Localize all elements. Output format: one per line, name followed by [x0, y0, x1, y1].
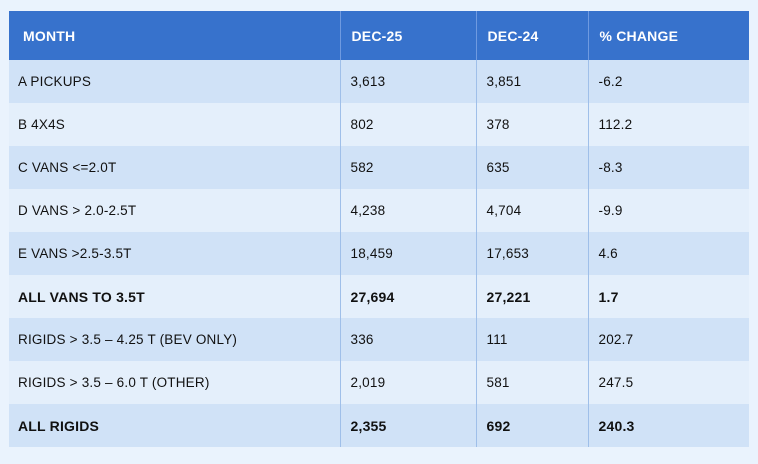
header-dec-24: DEC-24: [475, 11, 588, 60]
cell-percent-change: 202.7: [587, 318, 749, 361]
row-label: D VANS > 2.0-2.5T: [9, 189, 340, 232]
cell-percent-change: 4.6: [587, 232, 749, 275]
cell-dec-25: 2,355: [339, 404, 476, 447]
table-row: B 4X4S 802 378 112.2: [9, 103, 749, 146]
row-label: ALL RIGIDS: [9, 404, 340, 447]
registrations-table: MONTH DEC-25 DEC-24 % CHANGE A PICKUPS 3,…: [9, 11, 749, 447]
header-row: MONTH DEC-25 DEC-24 % CHANGE: [9, 11, 749, 60]
cell-dec-24: 17,653: [475, 232, 588, 275]
cell-percent-change: 1.7: [587, 275, 749, 318]
cell-dec-24: 581: [475, 361, 588, 404]
table-row: E VANS >2.5-3.5T 18,459 17,653 4.6: [9, 232, 749, 275]
row-label: B 4X4S: [9, 103, 340, 146]
cell-percent-change: 247.5: [587, 361, 749, 404]
cell-percent-change: 112.2: [587, 103, 749, 146]
row-label: RIGIDS > 3.5 – 4.25 T (BEV ONLY): [9, 318, 340, 361]
cell-percent-change: 240.3: [587, 404, 749, 447]
cell-dec-25: 3,613: [339, 60, 476, 103]
header-dec-25: DEC-25: [339, 11, 476, 60]
cell-dec-24: 378: [475, 103, 588, 146]
cell-percent-change: -9.9: [587, 189, 749, 232]
cell-dec-24: 4,704: [475, 189, 588, 232]
cell-dec-25: 18,459: [339, 232, 476, 275]
cell-percent-change: -6.2: [587, 60, 749, 103]
cell-dec-25: 582: [339, 146, 476, 189]
cell-dec-25: 336: [339, 318, 476, 361]
cell-dec-24: 692: [475, 404, 588, 447]
table-body: A PICKUPS 3,613 3,851 -6.2 B 4X4S 802 378 112.2…: [9, 60, 749, 447]
cell-dec-24: 111: [475, 318, 588, 361]
cell-dec-25: 802: [339, 103, 476, 146]
table-row: D VANS > 2.0-2.5T 4,238 4,704 -9.9: [9, 189, 749, 232]
row-label: RIGIDS > 3.5 – 6.0 T (OTHER): [9, 361, 340, 404]
cell-dec-24: 635: [475, 146, 588, 189]
table-row: RIGIDS > 3.5 – 6.0 T (OTHER) 2,019 581 247.…: [9, 361, 749, 404]
table-row: RIGIDS > 3.5 – 4.25 T (BEV ONLY) 336 111 20…: [9, 318, 749, 361]
row-label: ALL VANS TO 3.5T: [9, 275, 340, 318]
table-row: A PICKUPS 3,613 3,851 -6.2: [9, 60, 749, 103]
table-total-row: ALL VANS TO 3.5T 27,694 27,221 1.7: [9, 275, 749, 318]
cell-percent-change: -8.3: [587, 146, 749, 189]
header-percent-change: % CHANGE: [587, 11, 749, 60]
table-row: C VANS <=2.0T 582 635 -8.3: [9, 146, 749, 189]
cell-dec-25: 27,694: [339, 275, 476, 318]
table-total-row: ALL RIGIDS 2,355 692 240.3: [9, 404, 749, 447]
registrations-table-container: MONTH DEC-25 DEC-24 % CHANGE A PICKUPS 3,…: [9, 11, 749, 454]
row-label: C VANS <=2.0T: [9, 146, 340, 189]
cell-dec-25: 2,019: [339, 361, 476, 404]
row-label: A PICKUPS: [9, 60, 340, 103]
row-label: E VANS >2.5-3.5T: [9, 232, 340, 275]
cell-dec-24: 27,221: [475, 275, 588, 318]
cell-dec-25: 4,238: [339, 189, 476, 232]
cell-dec-24: 3,851: [475, 60, 588, 103]
header-month: MONTH: [9, 11, 340, 60]
